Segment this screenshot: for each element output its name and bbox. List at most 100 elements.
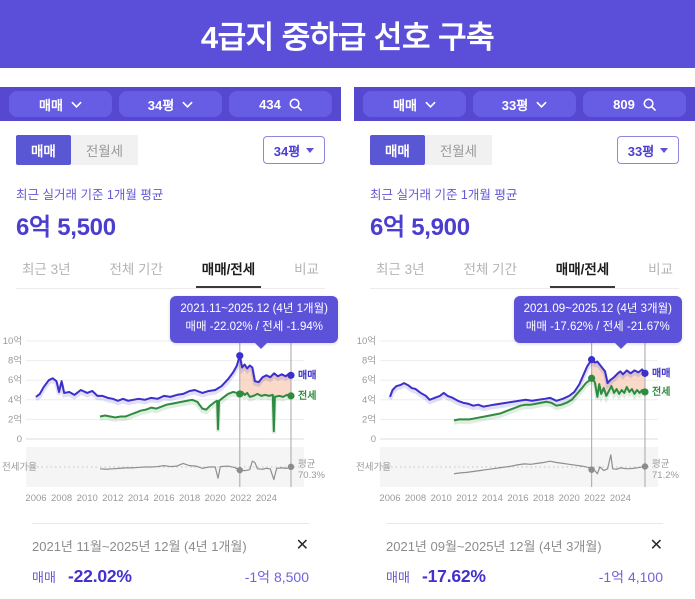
- page-title: 4급지 중하급 선호 구축: [200, 19, 495, 55]
- size-dropdown[interactable]: 34평: [119, 91, 222, 117]
- period-summary: 2021년 11월~2025년 12월 (4년 1개월) ✕ 매매 -22.02…: [32, 523, 309, 599]
- chevron-down-icon: [536, 101, 547, 108]
- sale-change-row: 매매 -17.62% -1억 4,100: [386, 566, 663, 587]
- svg-text:2014: 2014: [128, 493, 149, 504]
- tab-rent[interactable]: 전월세: [424, 135, 493, 165]
- close-icon[interactable]: ✕: [649, 536, 663, 554]
- tab-full-period[interactable]: 전체 기간: [103, 251, 168, 288]
- listing-count-button[interactable]: 434: [229, 91, 332, 117]
- listing-count: 809: [613, 96, 635, 112]
- svg-text:0: 0: [371, 434, 376, 445]
- trade-tab-group: 매매 전월세: [370, 135, 493, 165]
- caret-down-icon: [660, 147, 669, 153]
- search-icon: [643, 98, 656, 111]
- svg-text:2022: 2022: [230, 493, 251, 504]
- period-tab-bar: 최근 3년 전체 기간 매매/전세 비교: [370, 251, 679, 289]
- trade-tabs-row: 매매 전월세 33평: [370, 135, 679, 165]
- average-price: 6억 5,900: [370, 214, 470, 241]
- sale-change-pct: -22.02%: [68, 566, 132, 586]
- summary-period: 2021년 11월~2025년 12월 (4년 1개월): [32, 539, 247, 554]
- panel-34pyeong: 매매 34평 434 매매 전월세 34평: [0, 87, 341, 599]
- trade-type-dropdown[interactable]: 매매: [9, 91, 112, 117]
- size-label: 33평: [501, 97, 529, 113]
- svg-text:4억: 4억: [8, 394, 22, 406]
- tab-recent-3y[interactable]: 최근 3년: [370, 251, 431, 288]
- svg-text:평균: 평균: [298, 459, 316, 470]
- tooltip-period: 2021.09~2025.12 (4년 3개월): [523, 303, 672, 315]
- tooltip-change: 매매 -17.62% / 전세 -21.67%: [525, 320, 670, 333]
- svg-text:6억: 6억: [362, 374, 376, 386]
- size-select[interactable]: 33평: [617, 136, 679, 164]
- tab-sale[interactable]: 매매: [370, 135, 425, 165]
- sale-change-amount: -1억 8,500: [244, 569, 309, 585]
- svg-text:2억: 2억: [362, 413, 376, 425]
- svg-text:2014: 2014: [482, 493, 503, 504]
- tab-rent[interactable]: 전월세: [70, 135, 139, 165]
- tab-sale-jeonse[interactable]: 매매/전세: [549, 251, 616, 288]
- average-price: 6억 5,500: [16, 214, 116, 241]
- price-caption: 최근 실거래 기준 1개월 평균: [370, 188, 518, 202]
- svg-text:전세: 전세: [652, 385, 670, 398]
- svg-text:2022: 2022: [584, 493, 605, 504]
- sale-change-pct: -17.62%: [422, 566, 486, 586]
- sale-change-amount: -1억 4,100: [598, 569, 663, 585]
- svg-text:6억: 6억: [8, 374, 22, 386]
- svg-text:전세: 전세: [298, 389, 316, 402]
- price-chart[interactable]: 2021.09~2025.12 (4년 3개월) 매매 -17.62% / 전세…: [354, 291, 695, 509]
- tab-sale-jeonse[interactable]: 매매/전세: [195, 251, 262, 288]
- svg-text:2억: 2억: [8, 413, 22, 425]
- svg-text:8억: 8억: [362, 355, 376, 367]
- svg-text:2008: 2008: [51, 493, 72, 504]
- toolbar: 매매 33평 809: [354, 87, 695, 121]
- svg-text:매매: 매매: [652, 366, 670, 379]
- panels-container: 매매 34평 434 매매 전월세 34평: [0, 87, 695, 599]
- tab-full-period[interactable]: 전체 기간: [457, 251, 522, 288]
- svg-text:2008: 2008: [405, 493, 426, 504]
- svg-text:2016: 2016: [507, 493, 528, 504]
- svg-text:2006: 2006: [379, 493, 400, 504]
- tooltip-change: 매매 -22.02% / 전세 -1.94%: [185, 320, 323, 333]
- svg-text:2024: 2024: [256, 493, 277, 504]
- chart-tooltip: 2021.11~2025.12 (4년 1개월) 매매 -22.02% / 전세…: [170, 296, 338, 349]
- sale-label: 매매: [32, 570, 56, 585]
- trade-tab-group: 매매 전월세: [16, 135, 139, 165]
- toolbar: 매매 34평 434: [0, 87, 341, 121]
- tab-sale[interactable]: 매매: [16, 135, 71, 165]
- price-caption: 최근 실거래 기준 1개월 평균: [16, 188, 164, 202]
- trade-type-label: 매매: [39, 97, 63, 113]
- size-label: 34평: [147, 97, 175, 113]
- tab-compare[interactable]: 비교: [288, 251, 325, 288]
- tab-recent-3y[interactable]: 최근 3년: [16, 251, 77, 288]
- svg-text:2024: 2024: [610, 493, 631, 504]
- size-select[interactable]: 34평: [263, 136, 325, 164]
- size-dropdown[interactable]: 33평: [473, 91, 576, 117]
- svg-text:4억: 4억: [362, 394, 376, 406]
- price-chart[interactable]: 2021.11~2025.12 (4년 1개월) 매매 -22.02% / 전세…: [0, 291, 341, 509]
- sale-label: 매매: [386, 570, 410, 585]
- app-header: 4급지 중하급 선호 구축: [0, 0, 695, 68]
- caret-down-icon: [306, 147, 315, 153]
- svg-text:70.3%: 70.3%: [298, 470, 325, 481]
- svg-text:71.2%: 71.2%: [652, 470, 679, 481]
- listing-count-button[interactable]: 809: [583, 91, 686, 117]
- sale-change-row: 매매 -22.02% -1억 8,500: [32, 566, 309, 587]
- search-icon: [289, 98, 302, 111]
- close-icon[interactable]: ✕: [295, 536, 309, 554]
- period-tab-bar: 최근 3년 전체 기간 매매/전세 비교: [16, 251, 325, 289]
- svg-text:2012: 2012: [456, 493, 477, 504]
- summary-period: 2021년 09월~2025년 12월 (4년 3개월): [386, 539, 602, 554]
- size-select-label: 34평: [273, 143, 301, 159]
- period-summary: 2021년 09월~2025년 12월 (4년 3개월) ✕ 매매 -17.62…: [386, 523, 663, 599]
- tooltip-period: 2021.11~2025.12 (4년 1개월): [180, 303, 328, 315]
- panel-33pyeong: 매매 33평 809 매매 전월세 33평: [354, 87, 695, 599]
- chevron-down-icon: [71, 101, 82, 108]
- trade-type-dropdown[interactable]: 매매: [363, 91, 466, 117]
- svg-text:2016: 2016: [153, 493, 174, 504]
- trade-type-label: 매매: [393, 97, 417, 113]
- trade-tabs-row: 매매 전월세 34평: [16, 135, 325, 165]
- tab-compare[interactable]: 비교: [642, 251, 679, 288]
- svg-text:2010: 2010: [77, 493, 98, 504]
- svg-text:2006: 2006: [25, 493, 46, 504]
- svg-text:평균: 평균: [652, 459, 670, 470]
- svg-text:0: 0: [17, 434, 22, 445]
